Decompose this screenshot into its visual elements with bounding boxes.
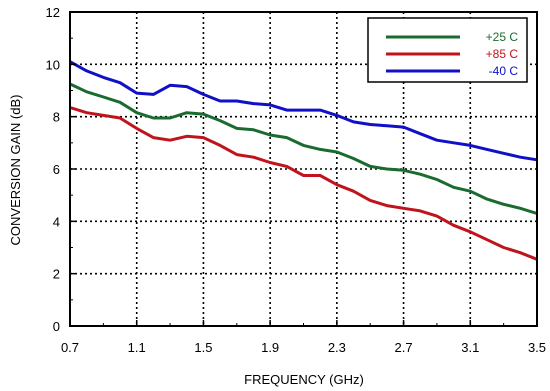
x-tick-label: 2.7 — [395, 340, 413, 355]
series-layer — [69, 60, 538, 261]
y-tick-label: 10 — [46, 57, 60, 72]
axis-ticks — [69, 11, 538, 327]
y-tick-label: 6 — [53, 162, 60, 177]
y-tick-labels: 0 2 4 6 8 10 12 — [46, 5, 60, 334]
x-tick-label: 3.1 — [461, 340, 479, 355]
y-tick-label: 2 — [53, 267, 60, 282]
legend-label: -40 C — [489, 64, 519, 78]
x-tick-label: 0.7 — [61, 340, 79, 355]
series-line — [69, 106, 538, 261]
x-tick-label: 1.5 — [194, 340, 212, 355]
series-line — [69, 60, 538, 162]
x-tick-label: 1.9 — [261, 340, 279, 355]
y-tick-label: 12 — [46, 5, 60, 20]
y-axis-label: CONVERSION GAIN (dB) — [8, 95, 23, 246]
x-tick-label: 2.3 — [328, 340, 346, 355]
y-tick-label: 4 — [53, 214, 60, 229]
legend-label: +85 C — [486, 47, 519, 61]
x-tick-label: 3.5 — [528, 340, 546, 355]
legend-label: +25 C — [486, 30, 519, 44]
y-tick-label: 8 — [53, 110, 60, 125]
y-tick-label: 0 — [53, 319, 60, 334]
series-line — [69, 82, 538, 215]
grid-lines — [70, 12, 537, 326]
x-tick-labels: 0.7 1.1 1.5 1.9 2.3 2.7 3.1 3.5 — [61, 340, 546, 355]
x-axis-label: FREQUENCY (GHz) — [244, 372, 364, 387]
legend: +25 C +85 C -40 C — [367, 17, 528, 83]
x-tick-label: 1.1 — [128, 340, 146, 355]
